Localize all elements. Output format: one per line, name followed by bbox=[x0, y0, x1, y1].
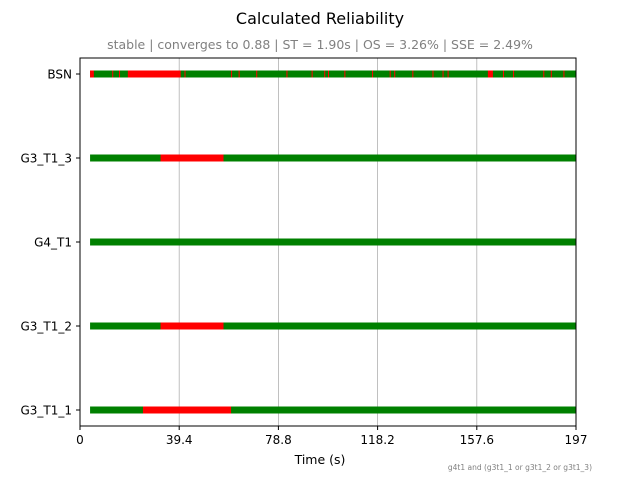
y-tick-label-g3_t1_2: G3_T1_2 bbox=[20, 320, 72, 334]
x-tick-label: 0 bbox=[76, 433, 84, 447]
bar-fail-segment bbox=[563, 70, 565, 78]
bar-fail-segment bbox=[324, 70, 326, 78]
bar-fail-segment bbox=[311, 70, 313, 78]
bar-fail-segment bbox=[238, 70, 240, 78]
x-tick-label: 39.4 bbox=[166, 433, 193, 447]
bar-fail-segment bbox=[160, 322, 224, 330]
x-tick-label: 118.2 bbox=[360, 433, 394, 447]
bar-fail-segment bbox=[543, 70, 545, 78]
bar-fail-segment bbox=[160, 154, 224, 162]
chart-title: Calculated Reliability bbox=[236, 9, 404, 28]
bar-fail-segment bbox=[256, 70, 258, 78]
bar-fail-segment bbox=[112, 70, 114, 78]
bar-fail-segment bbox=[432, 70, 434, 78]
chart-subtitle: stable | converges to 0.88 | ST = 1.90s … bbox=[107, 37, 533, 52]
bar-ok-g3_t1_2 bbox=[90, 322, 576, 330]
bar-ok-g4_t1 bbox=[90, 238, 576, 246]
bar-fail-segment bbox=[502, 70, 504, 78]
bar-fail-segment bbox=[328, 70, 329, 78]
x-axis-label: Time (s) bbox=[294, 452, 346, 467]
bar-fail-segment bbox=[442, 70, 444, 78]
bar-fail-segment bbox=[487, 70, 493, 78]
y-tick-label-g3_t1_3: G3_T1_3 bbox=[20, 152, 72, 166]
bar-fail-segment bbox=[344, 70, 346, 78]
bar-fail-segment bbox=[412, 70, 414, 78]
y-tick-label-g3_t1_1: G3_T1_1 bbox=[20, 404, 72, 418]
x-tick-label: 78.8 bbox=[265, 433, 292, 447]
bar-fail-segment bbox=[127, 70, 181, 78]
timeline-bars bbox=[90, 70, 576, 414]
bar-fail-segment bbox=[286, 70, 288, 78]
bar-fail-segment bbox=[550, 70, 552, 78]
footnote: g4t1 and (g3t1_1 or g3t1_2 or g3t1_3) bbox=[448, 463, 592, 472]
bar-ok-bsn bbox=[90, 70, 576, 78]
y-tick-label-bsn: BSN bbox=[47, 68, 72, 82]
bar-fail-segment bbox=[394, 70, 396, 78]
bar-fail-segment bbox=[447, 70, 449, 78]
bar-fail-segment bbox=[184, 70, 186, 78]
bar-fail-segment bbox=[389, 70, 391, 78]
bar-fail-segment bbox=[231, 70, 233, 78]
y-tick-label-g4_t1: G4_T1 bbox=[34, 236, 72, 250]
bar-fail-segment bbox=[372, 70, 374, 78]
x-axis-ticks: 0 39.4 78.8 118.2 157.6 197 bbox=[76, 426, 587, 447]
bar-fail-segment bbox=[119, 70, 121, 78]
bar-fail-segment bbox=[142, 406, 232, 414]
x-tick-label: 197 bbox=[565, 433, 588, 447]
bar-fail-segment bbox=[90, 70, 94, 78]
bar-ok-g3_t1_3 bbox=[90, 154, 576, 162]
y-axis-ticks: BSN G3_T1_3 G4_T1 G3_T1_2 G3_T1_1 bbox=[20, 68, 80, 418]
bar-fail-segment bbox=[513, 70, 515, 78]
bar-ok-g3_t1_1 bbox=[90, 406, 576, 414]
x-tick-label: 157.6 bbox=[460, 433, 494, 447]
